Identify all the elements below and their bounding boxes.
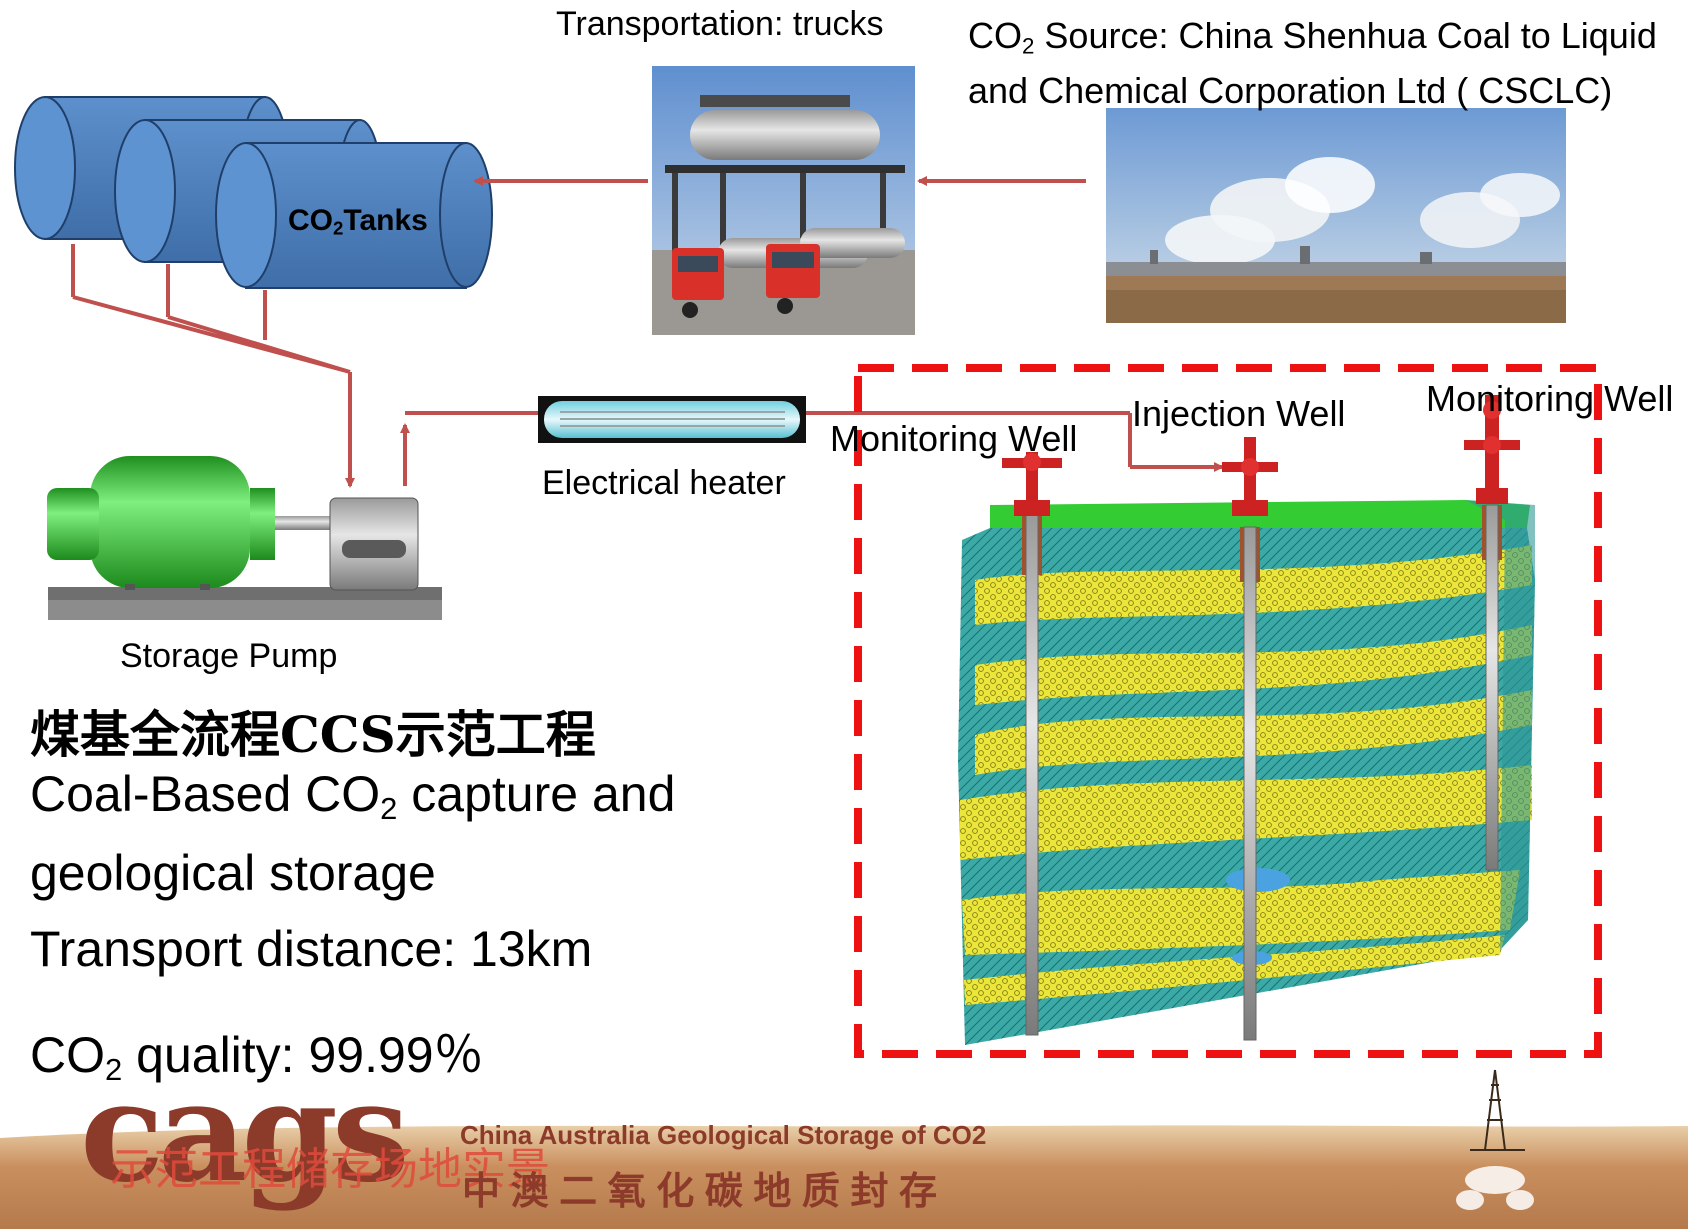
plant-photo	[1106, 108, 1566, 323]
co2-tanks-label: CO2Tanks	[288, 204, 428, 239]
co2-quality: CO2 quality: 99.99％	[30, 1027, 484, 1087]
footer-english: China Australia Geological Storage of CO…	[460, 1120, 987, 1150]
geological-section	[854, 364, 1602, 1058]
monitoring-well-left	[1002, 452, 1062, 1036]
truck-photo	[652, 66, 915, 335]
monitoring-well-right-label: Monitoring Well	[1426, 378, 1674, 419]
heater-label: Electrical heater	[542, 464, 786, 502]
footer-chinese: 中 澳 二 氧 化 碳 地 质 封 存	[462, 1171, 938, 1213]
spray-icon	[1456, 1166, 1534, 1210]
tank-3	[215, 142, 493, 289]
footer-band	[0, 1069, 1688, 1229]
cags-logo: cags	[80, 1050, 410, 1213]
injection-well	[1222, 437, 1278, 1041]
co2-source-title: CO2 Source: China Shenhua Coal to Liquid…	[968, 15, 1657, 111]
monitoring-well-left-label: Monitoring Well	[830, 418, 1078, 459]
co2-tanks	[14, 96, 493, 374]
chinese-title: 煤基全流程CCS示范工程	[30, 705, 596, 764]
flow-arrows	[345, 176, 1224, 488]
electrical-heater	[538, 396, 806, 443]
pump-label: Storage Pump	[120, 637, 338, 675]
monitoring-well-right	[1464, 395, 1520, 871]
english-title: Coal-Based CO2 capture and geological st…	[30, 766, 676, 901]
injection-well-label: Injection Well	[1132, 393, 1346, 434]
transport-distance: Transport distance: 13km	[30, 921, 593, 977]
transport-title: Transportation: trucks	[556, 5, 884, 43]
drilling-rig-icon	[1470, 1069, 1525, 1151]
footer-overlay-caption: 示范工程储存场地实景	[110, 1145, 550, 1194]
storage-pump	[47, 456, 442, 620]
